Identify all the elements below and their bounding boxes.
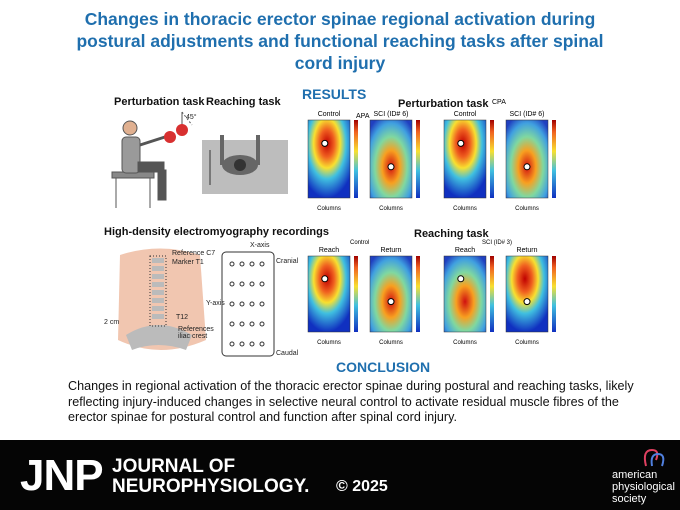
colorbar [552, 256, 556, 332]
panel-label: Return [516, 247, 537, 254]
reaching-label: Reaching task [206, 96, 281, 108]
perturbation-label: Perturbation task [114, 96, 205, 108]
colorbar [354, 256, 358, 332]
conclusion-text: Changes in regional activation of the th… [68, 379, 634, 424]
heatmap [369, 119, 413, 199]
centroid [523, 163, 531, 171]
perturbation-illustration [111, 111, 193, 208]
colorbar [552, 120, 556, 198]
axis-label: Columns [515, 206, 539, 212]
reaching-results-title: Reaching task [414, 228, 489, 240]
centroid [387, 298, 395, 306]
group-label: SCI (ID# 3) [482, 240, 512, 246]
torso-label: Reference C7 [172, 250, 216, 257]
group-label: Control [350, 240, 369, 246]
axis-label: Columns [317, 206, 341, 212]
conclusion-heading: CONCLUSION [336, 359, 431, 375]
heatmap [443, 119, 487, 199]
centroid [457, 275, 465, 283]
copyright: © 2025 [336, 478, 388, 495]
heatmap [443, 255, 487, 333]
panel-label: Reach [319, 247, 339, 254]
heatmap [307, 255, 351, 333]
grid-label: Cranial [276, 258, 299, 265]
torso-label: References iliac crest [178, 326, 214, 340]
journal-name: NEUROPHYSIOLOGY. [112, 476, 310, 497]
centroid [387, 163, 395, 171]
panel-label: SCI (ID# 6) [373, 111, 408, 118]
results-heading: RESULTS [302, 86, 367, 102]
colorbar [490, 256, 494, 332]
axis-label: Columns [515, 340, 539, 346]
heatmap [307, 119, 351, 199]
footer [0, 440, 680, 510]
journal-logo: JNP [20, 451, 104, 500]
torso-illustration [118, 248, 275, 357]
torso-label: 2 cm [104, 319, 120, 326]
heatmap [505, 119, 549, 199]
axis-label: Columns [379, 340, 403, 346]
grid-label: Y-axis [206, 300, 225, 307]
colorbar [490, 120, 494, 198]
panel-label: SCI (ID# 6) [509, 111, 544, 118]
journal-name: JOURNAL OF [112, 456, 236, 477]
axis-label: Columns [317, 340, 341, 346]
axis-label: Columns [453, 206, 477, 212]
heatmap-panels: Control Columns SCI (ID# 6) Columns Control C… [307, 99, 556, 346]
grid-label: X-axis [250, 242, 270, 249]
colorbar [354, 120, 358, 198]
centroid [321, 139, 329, 147]
axis-label: Columns [379, 206, 403, 212]
phase-label: APA [356, 113, 370, 120]
angle-label: 45° [186, 114, 197, 121]
title: Changes in thoracic erector spinae regio… [76, 9, 604, 73]
panel-label: Control [318, 111, 341, 118]
colorbar [416, 120, 420, 198]
society-name: american physiological society [612, 469, 675, 505]
figure-art: Control Columns SCI (ID# 6) Columns Control C… [111, 99, 556, 357]
panel-label: Reach [455, 247, 475, 254]
hd-emg-label: High-density electromyography recordings [104, 226, 329, 238]
heatmap [369, 255, 413, 333]
reaching-illustration [202, 135, 288, 194]
centroid [523, 298, 531, 306]
heatmap [505, 255, 549, 333]
panel-label: Return [380, 247, 401, 254]
phase-label: CPA [492, 99, 506, 106]
society-icon [643, 448, 665, 467]
axis-label: Columns [453, 340, 477, 346]
colorbar [416, 256, 420, 332]
perturbation-results-title: Perturbation task [398, 98, 489, 110]
panel-label: Control [454, 111, 477, 118]
centroid [321, 275, 329, 283]
grid-label: Caudal [276, 350, 299, 357]
centroid [457, 139, 465, 147]
torso-label: T12 [176, 314, 189, 321]
torso-label: Marker T1 [172, 259, 204, 266]
